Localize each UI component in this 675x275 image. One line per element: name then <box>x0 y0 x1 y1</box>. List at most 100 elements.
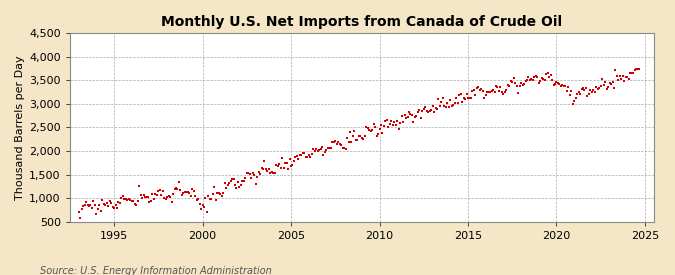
Point <box>111 205 122 210</box>
Point <box>507 80 518 84</box>
Point <box>587 90 597 95</box>
Point <box>588 88 599 92</box>
Point <box>232 180 243 185</box>
Point <box>574 92 585 96</box>
Point <box>418 106 429 111</box>
Point <box>582 94 593 98</box>
Point <box>100 203 111 207</box>
Point <box>589 90 600 94</box>
Point <box>585 88 596 92</box>
Point <box>385 122 396 127</box>
Point <box>569 98 580 103</box>
Point <box>130 202 140 207</box>
Point <box>549 82 560 86</box>
Point <box>506 79 516 84</box>
Point <box>244 172 255 176</box>
Point <box>533 81 544 85</box>
Point <box>209 185 220 189</box>
Point <box>308 147 319 152</box>
Point <box>371 134 382 138</box>
Point <box>85 203 96 207</box>
Point <box>190 194 200 199</box>
Point <box>194 202 205 206</box>
Point <box>82 203 93 207</box>
Point <box>493 89 504 94</box>
Point <box>513 91 524 95</box>
Point <box>594 86 605 90</box>
Point <box>455 92 466 97</box>
Point <box>200 195 211 200</box>
Point <box>411 114 422 119</box>
Point <box>412 110 423 115</box>
Point <box>243 171 254 175</box>
Point <box>124 197 134 201</box>
Point <box>263 167 274 172</box>
Point <box>203 194 214 198</box>
Point <box>86 206 97 210</box>
Point <box>256 166 267 170</box>
Point <box>338 146 348 150</box>
Point <box>126 199 137 203</box>
Point <box>516 81 526 85</box>
Point <box>188 189 199 193</box>
Title: Monthly U.S. Net Imports from Canada of Crude Oil: Monthly U.S. Net Imports from Canada of … <box>161 15 562 29</box>
Point <box>184 190 194 195</box>
Point <box>395 121 406 125</box>
Point <box>246 176 256 181</box>
Point <box>110 203 121 207</box>
Point <box>619 79 630 83</box>
Point <box>446 104 457 108</box>
Point <box>160 197 171 201</box>
Point <box>138 192 149 197</box>
Point <box>489 89 500 94</box>
Point <box>604 80 615 85</box>
Point <box>305 155 316 159</box>
Point <box>383 125 394 129</box>
Point <box>470 93 481 98</box>
Point <box>314 148 325 152</box>
Point <box>492 85 503 89</box>
Point <box>75 216 86 220</box>
Point <box>626 71 637 76</box>
Point <box>300 155 311 160</box>
Point <box>365 129 376 134</box>
Point <box>567 102 578 106</box>
Point <box>99 202 109 206</box>
Point <box>583 91 594 96</box>
Point <box>522 78 533 82</box>
Point <box>250 182 261 186</box>
Point <box>237 179 248 183</box>
Point <box>467 89 478 93</box>
Point <box>278 166 289 170</box>
Point <box>309 148 320 153</box>
Point <box>479 96 489 100</box>
Point <box>598 82 609 87</box>
Point <box>339 146 350 150</box>
Point <box>482 90 493 94</box>
Point <box>529 75 540 79</box>
Point <box>597 77 608 81</box>
Point <box>84 204 95 208</box>
Point <box>221 186 232 190</box>
Point <box>504 84 514 89</box>
Point <box>448 103 458 108</box>
Point <box>618 73 628 78</box>
Point <box>319 150 330 154</box>
Point <box>495 84 506 89</box>
Point <box>252 175 263 180</box>
Point <box>370 125 381 129</box>
Point <box>198 205 209 209</box>
Point <box>389 120 400 125</box>
Point <box>502 82 513 87</box>
Point <box>570 96 581 101</box>
Point <box>219 181 230 185</box>
Point <box>554 82 565 86</box>
Point <box>318 153 329 157</box>
Point <box>323 145 333 150</box>
Point <box>564 93 575 97</box>
Point <box>166 200 177 204</box>
Point <box>157 189 168 193</box>
Point <box>290 155 301 160</box>
Point <box>486 89 497 94</box>
Point <box>566 89 576 93</box>
